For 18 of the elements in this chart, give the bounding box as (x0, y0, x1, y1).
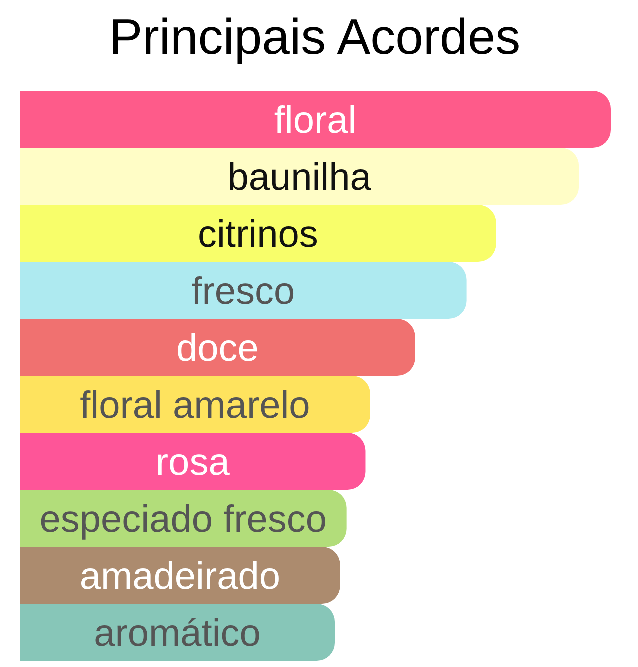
y-tick-label: fresco (192, 270, 296, 313)
y-tick-label: floral (274, 100, 357, 142)
bar (20, 91, 611, 148)
bar (20, 205, 496, 262)
y-tick-label: rosa (156, 442, 231, 484)
y-tick-label: amadeirado (80, 556, 281, 598)
y-tick-label: baunilha (228, 156, 372, 199)
bar (20, 319, 416, 376)
bar (20, 433, 366, 490)
chart-title: Principais Acordes (109, 9, 521, 65)
y-tick-label: citrinos (198, 214, 318, 256)
y-tick-label: especiado fresco (40, 498, 328, 541)
bar (20, 604, 336, 661)
y-tick-label: aromático (94, 612, 261, 655)
y-tick-label: doce (176, 328, 259, 370)
bar (20, 148, 580, 205)
bar (20, 262, 467, 319)
y-tick-label: floral amarelo (80, 384, 310, 427)
